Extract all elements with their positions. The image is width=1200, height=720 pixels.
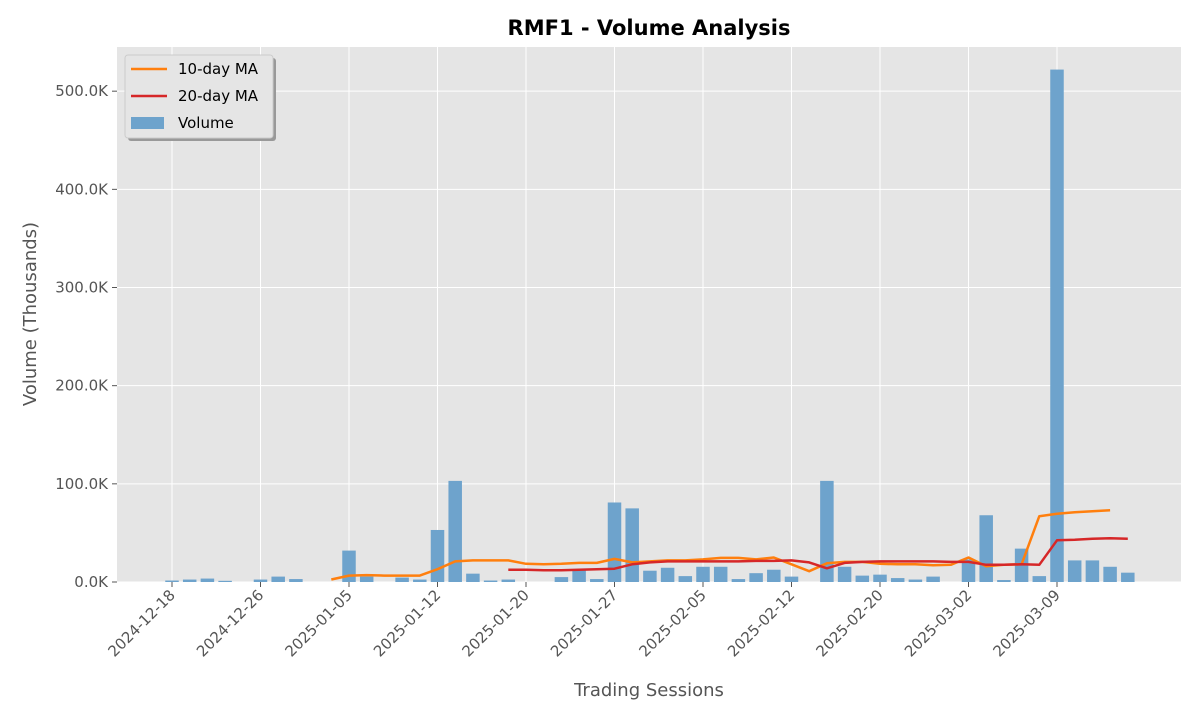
volume-bar (1067, 560, 1082, 582)
volume-bar (873, 574, 887, 582)
legend-label: 10-day MA (178, 60, 259, 78)
volume-bar (837, 566, 852, 582)
volume-bar (926, 576, 940, 582)
volume-bar (890, 578, 905, 582)
volume-bar (749, 573, 763, 582)
volume-bar (696, 566, 710, 582)
y-tick-label: 500.0K (55, 82, 109, 100)
y-tick-label: 200.0K (55, 377, 109, 395)
x-tick-label: 2024-12-18 (104, 586, 178, 660)
plot-background (117, 47, 1181, 582)
volume-bar (908, 579, 923, 582)
volume-bar (767, 569, 781, 582)
y-tick-label: 100.0K (55, 475, 109, 493)
y-axis-label: Volume (Thousands) (20, 222, 41, 406)
x-tick-label: 2025-01-20 (458, 586, 532, 660)
x-tick-label: 2025-01-05 (281, 586, 355, 660)
volume-bar (997, 580, 1011, 582)
volume-bar (961, 559, 976, 582)
volume-bar (784, 576, 799, 582)
grid-lines (117, 47, 1181, 583)
x-tick-label: 2025-01-27 (547, 586, 621, 660)
volume-bar (660, 567, 675, 582)
volume-bar (979, 515, 993, 582)
volume-bar (289, 579, 303, 582)
volume-bar (395, 577, 409, 582)
x-tick-label: 2024-12-26 (193, 586, 267, 660)
volume-bar (1085, 560, 1100, 582)
x-tick-label: 2025-03-09 (989, 586, 1063, 660)
legend-label: 20-day MA (178, 87, 259, 105)
x-tick-label: 2025-03-02 (901, 586, 975, 660)
volume-bar (607, 502, 622, 582)
chart-title: RMF1 - Volume Analysis (508, 16, 791, 40)
legend-label: Volume (178, 114, 234, 132)
volume-bar (501, 579, 516, 582)
x-axis-ticks: 2024-12-18 2024-12-26 2025-01-05 2025-01-12… (104, 582, 1064, 660)
x-tick-label: 2025-01-12 (370, 586, 444, 660)
volume-bar (731, 579, 746, 582)
volume-bar (359, 576, 374, 582)
volume-bar (643, 570, 657, 582)
volume-bar (1103, 566, 1117, 582)
volume-bar (855, 575, 870, 582)
volume-bar (1032, 576, 1047, 582)
y-tick-label: 0.0K (74, 573, 109, 591)
volume-bar (413, 579, 427, 582)
volume-bar (483, 580, 498, 582)
moving-average-lines (331, 509, 1128, 581)
volume-bar (253, 579, 268, 582)
volume-bar (448, 480, 462, 582)
volume-bar (713, 566, 728, 582)
volume-bar (466, 573, 480, 582)
volume-bar (678, 576, 693, 582)
volume-bar (182, 579, 197, 582)
volume-bar (342, 550, 356, 582)
x-tick-label: 2025-02-05 (635, 586, 709, 660)
y-axis-ticks: 0.0K 100.0K 200.0K 300.0K 400.0K 500.0K (55, 82, 117, 591)
y-tick-label: 400.0K (55, 180, 109, 198)
volume-bar (590, 579, 604, 582)
20-day-ma-line (508, 537, 1128, 572)
x-tick-label: 2025-02-12 (724, 586, 798, 660)
x-tick-label: 2025-02-20 (812, 586, 886, 660)
volume-bar (165, 580, 179, 582)
volume-bar (1121, 572, 1135, 582)
volume-bar (200, 578, 215, 582)
volume-bar (218, 580, 232, 582)
legend: 10-day MA 20-day MA Volume (124, 54, 276, 141)
volume-bar (430, 529, 445, 582)
volume-bar (271, 576, 285, 582)
volume-bar (554, 577, 569, 582)
volume-bar (572, 570, 586, 582)
x-axis-label: Trading Sessions (573, 680, 724, 701)
volume-bar (1050, 69, 1064, 582)
legend-swatch (131, 117, 164, 129)
volume-bar (625, 508, 639, 582)
volume-bar (820, 480, 834, 582)
y-tick-label: 300.0K (55, 279, 109, 297)
